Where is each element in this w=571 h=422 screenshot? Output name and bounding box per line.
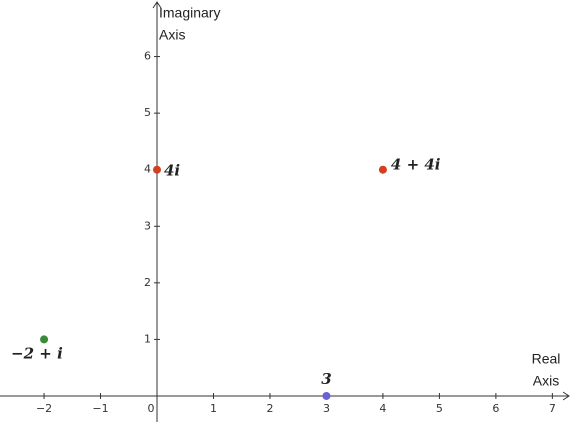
point-label: 3	[321, 370, 331, 388]
x-tick-label: 1	[210, 402, 217, 415]
point-label: −2 + i	[11, 344, 63, 362]
y-axis-arrow	[152, 1, 162, 9]
y-tick-label: 3	[144, 219, 151, 232]
y-tick-label: 5	[144, 106, 151, 119]
y-axis-label: Axis	[159, 27, 185, 43]
x-tick-label: 2	[266, 402, 273, 415]
point	[40, 335, 49, 344]
point	[378, 165, 387, 174]
y-tick-label: 6	[144, 50, 151, 63]
point	[322, 391, 331, 400]
y-tick-label: 4	[144, 163, 151, 176]
x-axis-label: Real	[532, 351, 561, 367]
point	[153, 165, 162, 174]
y-tick-label: 1	[144, 332, 151, 345]
point-label: 4 + 4i	[391, 156, 441, 174]
x-tick-label: 7	[549, 402, 556, 415]
x-tick-label: 6	[492, 402, 499, 415]
point-label: 4i	[164, 162, 180, 180]
x-tick-label: 5	[436, 402, 443, 415]
x-axis-arrow	[562, 391, 570, 401]
x-tick-label: 0	[148, 402, 155, 415]
x-tick-label: −2	[36, 402, 52, 415]
x-tick-label: −1	[92, 402, 108, 415]
x-tick-label: 3	[323, 402, 330, 415]
y-tick-label: 2	[144, 276, 151, 289]
y-axis-label: Imaginary	[159, 5, 220, 21]
x-tick-label: 4	[379, 402, 386, 415]
x-axis-label: Axis	[533, 373, 559, 389]
